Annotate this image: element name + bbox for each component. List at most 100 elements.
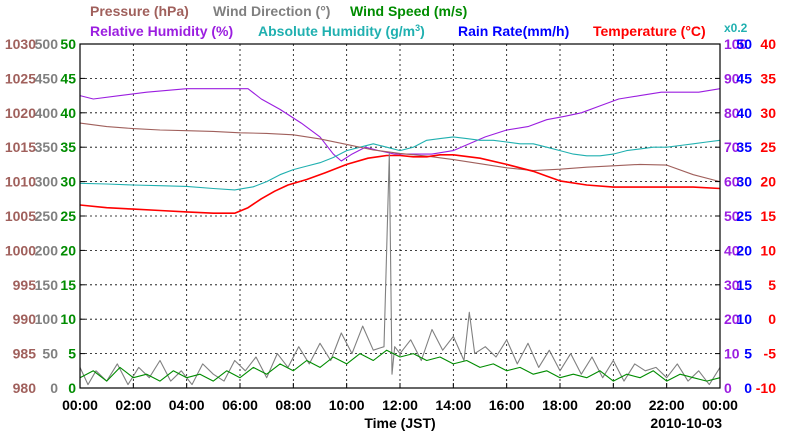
tick-label-rain: 35	[736, 139, 752, 155]
x-tick-label: 14:00	[435, 397, 471, 413]
tick-label-wind_speed: 15	[60, 277, 76, 293]
legend-wind_speed: Wind Speed (m/s)	[350, 3, 467, 19]
tick-label-temp: 35	[760, 70, 776, 86]
series-line-pressure	[79, 122, 721, 183]
tick-label-rain: 0	[744, 380, 752, 396]
tick-label-wind_speed: 25	[60, 208, 76, 224]
x-tick-label: 00:00	[702, 397, 738, 413]
tick-label-temp: 15	[760, 208, 776, 224]
tick-label-temp: -10	[756, 380, 776, 396]
tick-label-wind_speed: 50	[60, 36, 76, 52]
tick-label-wind_speed: 30	[60, 174, 76, 190]
tick-label-rel_hum: 70	[724, 139, 740, 155]
tick-label-temp: 25	[760, 139, 776, 155]
tick-label-temp: 10	[760, 242, 776, 258]
tick-label-wind_dir: 300	[35, 174, 59, 190]
tick-label-wind_speed: 45	[60, 70, 76, 86]
tick-label-rel_hum: 60	[724, 174, 740, 190]
tick-label-rel_hum: 80	[724, 105, 740, 121]
tick-label-pressure: 1005	[5, 208, 36, 224]
tick-label-temp: 0	[768, 311, 776, 327]
tick-label-temp: 5	[768, 277, 776, 293]
legend: Pressure (hPa) Wind Direction (°) Wind Spe…	[90, 3, 748, 39]
x-tick-label: 08:00	[275, 397, 311, 413]
tick-label-rel_hum: 90	[724, 70, 740, 86]
tick-label-rain: 45	[736, 70, 752, 86]
series-line-wind_speed	[79, 349, 721, 382]
legend-abs_hum: Absolute Humidity (g/m3)	[258, 23, 425, 39]
series-line-abs_hum	[79, 136, 721, 191]
x-tick-label: 12:00	[382, 397, 418, 413]
tick-label-wind_dir: 450	[35, 70, 59, 86]
grid	[80, 44, 720, 388]
tick-label-rel_hum: 20	[724, 311, 740, 327]
x-tick-label: 00:00	[62, 397, 98, 413]
tick-label-temp: 40	[760, 36, 776, 52]
legend-temp: Temperature (°C)	[593, 23, 706, 39]
tick-label-wind_dir: 200	[35, 242, 59, 258]
tick-label-rel_hum: 30	[724, 277, 740, 293]
tick-label-wind_speed: 0	[68, 380, 76, 396]
tick-label-pressure: 985	[13, 346, 37, 362]
tick-label-pressure: 1025	[5, 70, 36, 86]
tick-label-pressure: 980	[13, 380, 37, 396]
x-tick-label: 22:00	[649, 397, 685, 413]
axis-ticks: 1030102510201015101010051000995990985980…	[5, 36, 776, 413]
tick-label-pressure: 1030	[5, 36, 36, 52]
legend-pressure: Pressure (hPa)	[90, 3, 189, 19]
tick-label-wind_dir: 0	[50, 380, 58, 396]
legend-rel_hum: Relative Humidity (%)	[90, 23, 233, 39]
tick-label-wind_dir: 350	[35, 139, 59, 155]
x-tick-label: 04:00	[169, 397, 205, 413]
x-axis-title: Time (JST)	[364, 415, 435, 431]
tick-label-rain: 30	[736, 174, 752, 190]
tick-label-temp: -5	[764, 346, 777, 362]
x-tick-label: 20:00	[595, 397, 631, 413]
tick-label-rain: 15	[736, 277, 752, 293]
tick-label-temp: 20	[760, 174, 776, 190]
tick-label-rel_hum: 10	[724, 346, 740, 362]
tick-label-wind_dir: 150	[35, 277, 59, 293]
legend-wind_dir: Wind Direction (°)	[213, 3, 330, 19]
tick-label-pressure: 1000	[5, 242, 36, 258]
tick-label-pressure: 990	[13, 311, 37, 327]
x-tick-label: 18:00	[542, 397, 578, 413]
tick-label-temp: 30	[760, 105, 776, 121]
tick-label-rain: 40	[736, 105, 752, 121]
tick-label-pressure: 1020	[5, 105, 36, 121]
tick-label-wind_speed: 35	[60, 139, 76, 155]
x-tick-label: 16:00	[489, 397, 525, 413]
tick-label-wind_speed: 20	[60, 242, 76, 258]
tick-label-wind_dir: 100	[35, 311, 59, 327]
tick-label-wind_speed: 10	[60, 311, 76, 327]
tick-label-rel_hum: 50	[724, 208, 740, 224]
tick-label-rel_hum: 40	[724, 242, 740, 258]
tick-label-rain: 20	[736, 242, 752, 258]
tick-label-wind_dir: 400	[35, 105, 59, 121]
date-label: 2010-10-03	[650, 415, 722, 431]
tick-label-wind_dir: 50	[42, 346, 58, 362]
legend-rain: Rain Rate(mm/h)	[458, 23, 569, 39]
series-line-wind_dir	[79, 153, 721, 386]
tick-label-pressure: 1010	[5, 174, 36, 190]
series-lines	[79, 88, 721, 389]
tick-label-wind_dir: 500	[35, 36, 59, 52]
x-tick-label: 06:00	[222, 397, 258, 413]
tick-label-rain: 5	[744, 346, 752, 362]
tick-label-pressure: 1015	[5, 139, 36, 155]
tick-label-rain: 50	[736, 36, 752, 52]
x-tick-label: 10:00	[329, 397, 365, 413]
series-line-temp	[79, 154, 721, 214]
abs-humidity-scale-note: x0.2	[724, 21, 748, 35]
tick-label-rain: 10	[736, 311, 752, 327]
tick-label-rel_hum: 100	[724, 36, 748, 52]
tick-label-wind_dir: 250	[35, 208, 59, 224]
tick-label-wind_speed: 5	[68, 346, 76, 362]
tick-label-rel_hum: 0	[724, 380, 732, 396]
tick-label-wind_speed: 40	[60, 105, 76, 121]
tick-label-rain: 25	[736, 208, 752, 224]
x-tick-label: 02:00	[115, 397, 151, 413]
axis-labels: Time (JST) 2010-10-03	[364, 415, 722, 431]
tick-label-pressure: 995	[13, 277, 37, 293]
